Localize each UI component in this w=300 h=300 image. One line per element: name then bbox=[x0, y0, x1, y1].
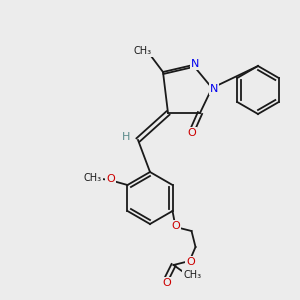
Text: CH₃: CH₃ bbox=[134, 46, 152, 56]
Text: O: O bbox=[106, 174, 115, 184]
Text: O: O bbox=[188, 128, 196, 138]
Text: O: O bbox=[171, 221, 180, 231]
Text: CH₃: CH₃ bbox=[184, 270, 202, 280]
Text: N: N bbox=[191, 59, 199, 69]
Text: N: N bbox=[210, 84, 218, 94]
Text: H: H bbox=[122, 132, 130, 142]
Text: CH₃: CH₃ bbox=[83, 173, 101, 183]
Text: O: O bbox=[162, 278, 171, 288]
Text: O: O bbox=[186, 257, 195, 267]
